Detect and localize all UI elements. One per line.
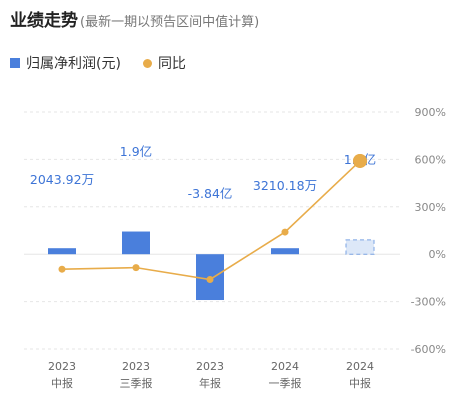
x-tick-period: 年报 [199,376,221,390]
legend-item-yoy[interactable]: 同比 [142,53,186,73]
yoy-point [58,265,66,273]
y-tick-label: -600% [411,343,446,356]
bar-value-label: 2043.92万 [30,172,94,187]
legend: 归属净利润(元) 同比 [10,53,208,73]
x-tick-period: 三季报 [120,376,153,390]
yoy-point [281,228,289,236]
legend-profit-label: 归属净利润(元) [26,56,121,72]
y-tick-label: 600% [415,153,446,166]
yoy-point [206,275,214,283]
x-tick-period: 一季报 [269,376,302,390]
bar [271,248,299,255]
x-tick-year: 2023 [196,360,224,373]
bar-forecast [345,239,375,255]
bar [122,231,150,255]
y-tick-label: 0% [429,248,446,261]
chart-header: 业绩走势 (最新一期以预告区间中值计算) [10,6,259,31]
y-tick-label: 900% [415,106,446,119]
bar [48,248,76,255]
legend-yoy-label: 同比 [157,56,186,72]
legend-item-profit[interactable]: 归属净利润(元) [10,53,121,73]
x-tick-year: 2024 [346,360,374,373]
x-tick-year: 2024 [271,360,299,373]
bar-value-label: -3.84亿 [188,186,233,201]
x-tick-period: 中报 [349,376,371,390]
bar-value-label: 3210.18万 [253,178,317,193]
x-tick-year: 2023 [122,360,150,373]
y-tick-label: -300% [411,296,446,309]
y-tick-label: 300% [415,201,446,214]
chart-title: 业绩走势 [10,11,78,31]
x-tick-year: 2023 [48,360,76,373]
chart-subtitle: (最新一期以预告区间中值计算) [80,15,260,30]
legend-dot-swatch [142,58,152,68]
bar-value-label: 1.9亿 [120,144,152,159]
yoy-point [132,264,140,272]
yoy-point-latest [353,153,367,168]
x-tick-period: 中报 [51,376,73,390]
legend-bar-swatch [10,58,20,68]
